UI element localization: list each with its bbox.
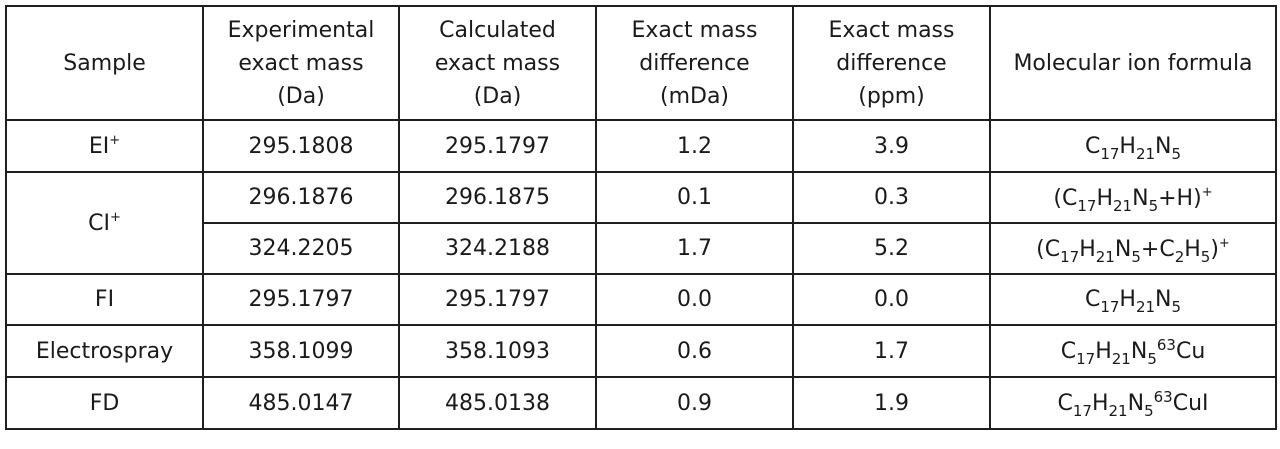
table-row: CI+ 296.1876 296.1875 0.1 0.3 (C17H21N5+… (5, 171, 1277, 275)
table-row: FI 295.1797 295.1797 0.0 0.0 C17H21N5 (5, 273, 1277, 326)
experimental-mass-cell: 485.0147 (202, 376, 400, 430)
mass-spec-table: Sample Experimental exact mass (Da) Calc… (5, 5, 1277, 430)
calculated-mass-cell: 295.1797 (398, 119, 597, 173)
formula-cell: C17H21N563Cu (989, 324, 1277, 378)
header-difference-mda: Exact mass difference (mDa) (595, 5, 794, 121)
sample-cell: FD (5, 376, 204, 430)
table-row: 324.2205 324.2188 1.7 5.2 (C17H21N5+C2H5… (6, 222, 1277, 275)
sample-cell: FI (5, 273, 204, 326)
table-container: Sample Experimental exact mass (Da) Calc… (5, 5, 1277, 430)
header-sample: Sample (5, 5, 204, 121)
sample-cell: Electrospray (5, 324, 204, 378)
difference-mda-cell: 1.7 (595, 222, 794, 275)
difference-ppm-cell: 5.2 (792, 222, 991, 275)
sample-cell: CI+ (5, 171, 204, 275)
experimental-mass-cell: 295.1797 (202, 273, 400, 326)
sample-cell: EI+ (5, 119, 204, 173)
experimental-mass-cell: 358.1099 (202, 324, 400, 378)
difference-ppm-cell: 0.3 (792, 171, 991, 224)
difference-mda-cell: 1.2 (595, 119, 794, 173)
calculated-mass-cell: 485.0138 (398, 376, 597, 430)
formula-cell: C17H21N5 (989, 119, 1277, 173)
calculated-mass-cell: 296.1875 (398, 171, 597, 224)
difference-ppm-cell: 0.0 (792, 273, 991, 326)
calculated-mass-cell: 324.2188 (398, 222, 597, 275)
difference-mda-cell: 0.1 (595, 171, 794, 224)
formula-cell: (C17H21N5+C2H5)+ (989, 222, 1277, 275)
header-experimental-mass: Experimental exact mass (Da) (202, 5, 400, 121)
difference-mda-cell: 0.6 (595, 324, 794, 378)
difference-mda-cell: 0.0 (595, 273, 794, 326)
difference-mda-cell: 0.9 (595, 376, 794, 430)
table-row: EI+ 295.1808 295.1797 1.2 3.9 C17H21N5 (5, 119, 1277, 173)
difference-ppm-cell: 1.7 (792, 324, 991, 378)
header-difference-ppm: Exact mass difference (ppm) (792, 5, 991, 121)
formula-cell: (C17H21N5+H)+ (989, 171, 1277, 224)
difference-ppm-cell: 1.9 (792, 376, 991, 430)
calculated-mass-cell: 295.1797 (398, 273, 597, 326)
experimental-mass-cell: 296.1876 (202, 171, 400, 224)
formula-cell: C17H21N5 (989, 273, 1277, 326)
experimental-mass-cell: 295.1808 (202, 119, 400, 173)
header-row: Sample Experimental exact mass (Da) Calc… (5, 5, 1277, 121)
table-row: Electrospray 358.1099 358.1093 0.6 1.7 C… (5, 324, 1277, 378)
header-calculated-mass: Calculated exact mass (Da) (398, 5, 597, 121)
formula-cell: C17H21N563CuI (989, 376, 1277, 430)
calculated-mass-cell: 358.1093 (398, 324, 597, 378)
header-formula: Molecular ion formula (989, 5, 1277, 121)
table-row: FD 485.0147 485.0138 0.9 1.9 C17H21N563C… (5, 376, 1277, 430)
difference-ppm-cell: 3.9 (792, 119, 991, 173)
experimental-mass-cell: 324.2205 (202, 222, 400, 275)
